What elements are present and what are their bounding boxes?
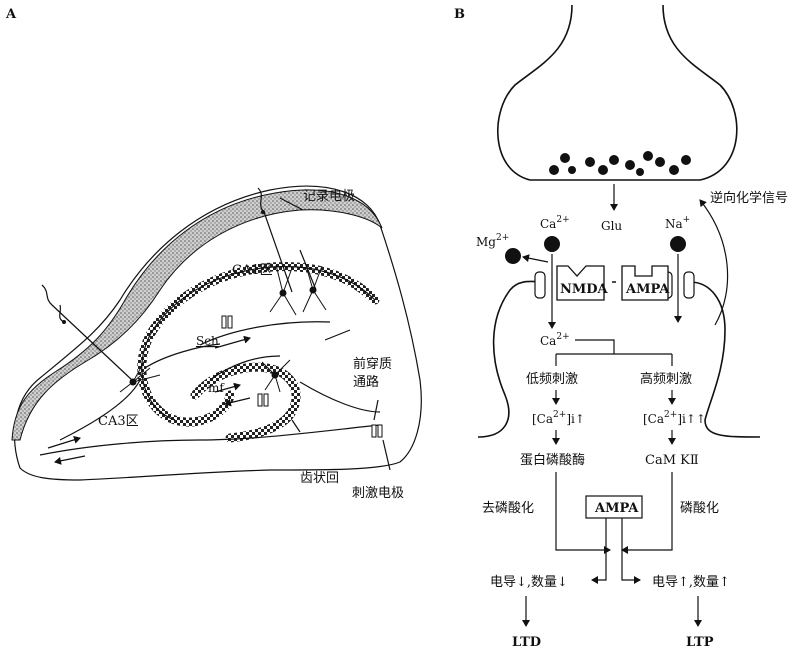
label-ltp: LTP xyxy=(686,635,714,650)
label-retrograde-signal: 逆向化学信号 xyxy=(710,190,788,206)
label-ca-high: [Ca2+]i↑↑ xyxy=(643,410,706,426)
panel-b: B Glu 逆向化学信号 Mg2+ Ca2+ Na+ xyxy=(454,4,788,650)
label-ca-inside: Ca2+ xyxy=(540,332,570,348)
label-na: Na+ xyxy=(665,215,690,231)
mg-block-channel xyxy=(534,271,546,299)
label-perforant-path-2: 通路 xyxy=(353,374,379,390)
label-stimulating-electrode: 刺激电极 xyxy=(352,486,404,501)
synaptic-vesicles xyxy=(549,151,691,176)
label-high-frequency: 高频刺激 xyxy=(640,371,692,387)
stimulating-electrode-pp xyxy=(371,424,383,438)
ca1-neurons xyxy=(269,261,327,316)
hippocampus-outline xyxy=(13,185,422,481)
na-ion xyxy=(670,236,686,252)
label-dephosphorylation: 去磷酸化 xyxy=(482,501,534,516)
na-channel-right xyxy=(683,271,695,299)
ca-ion xyxy=(544,236,560,252)
label-nmda: NMDA xyxy=(560,282,609,297)
nmda-receptor xyxy=(556,265,605,301)
label-camk: CaM KⅡ xyxy=(645,453,699,468)
ampa-receptor xyxy=(621,265,669,301)
label-low-frequency: 低频刺激 xyxy=(526,372,578,387)
presynaptic-terminal xyxy=(497,4,738,181)
label-sch: Sch xyxy=(196,334,219,348)
alveus-band xyxy=(11,189,383,441)
stimulating-electrode-mf xyxy=(257,393,269,407)
ampa-box xyxy=(585,495,643,519)
stimulating-electrode-sch xyxy=(221,315,233,329)
ca3-neuron xyxy=(119,359,161,393)
label-mf: mf xyxy=(208,381,225,395)
label-ltd: LTD xyxy=(512,635,541,650)
mg-ion xyxy=(505,248,521,264)
label-ampa-receptor: AMPA xyxy=(625,282,670,297)
label-glu: Glu xyxy=(601,219,622,233)
label-ca-low: [Ca2+]i↑ xyxy=(532,410,585,426)
label-mg: Mg2+ xyxy=(476,233,509,249)
panel-b-letter: B xyxy=(454,7,465,22)
label-ca3: CA3区 xyxy=(98,414,139,429)
postsynaptic-membrane xyxy=(477,280,761,438)
panel-a: A xyxy=(5,7,422,501)
recording-electrode-ca3 xyxy=(41,284,133,381)
label-phosphorylation: 磷酸化 xyxy=(680,501,719,516)
label-ca1: CA1区 xyxy=(232,263,273,278)
dentate-neuron xyxy=(261,359,291,393)
label-result-low: 电导↓,数量↓ xyxy=(490,575,568,590)
label-perforant-path-1: 前穿质 xyxy=(353,356,392,372)
label-dentate-gyrus: 齿状回 xyxy=(300,471,339,486)
label-ampa-box: AMPA xyxy=(594,501,639,516)
dentate-gyrus-layer xyxy=(190,362,301,443)
panel-a-letter: A xyxy=(5,7,17,22)
label-recording-electrode: 记录电极 xyxy=(303,189,355,204)
label-phosphatase: 蛋白磷酸酶 xyxy=(520,452,585,468)
label-result-high: 电导↑,数量↑ xyxy=(652,575,730,590)
label-ca: Ca2+ xyxy=(540,215,570,231)
